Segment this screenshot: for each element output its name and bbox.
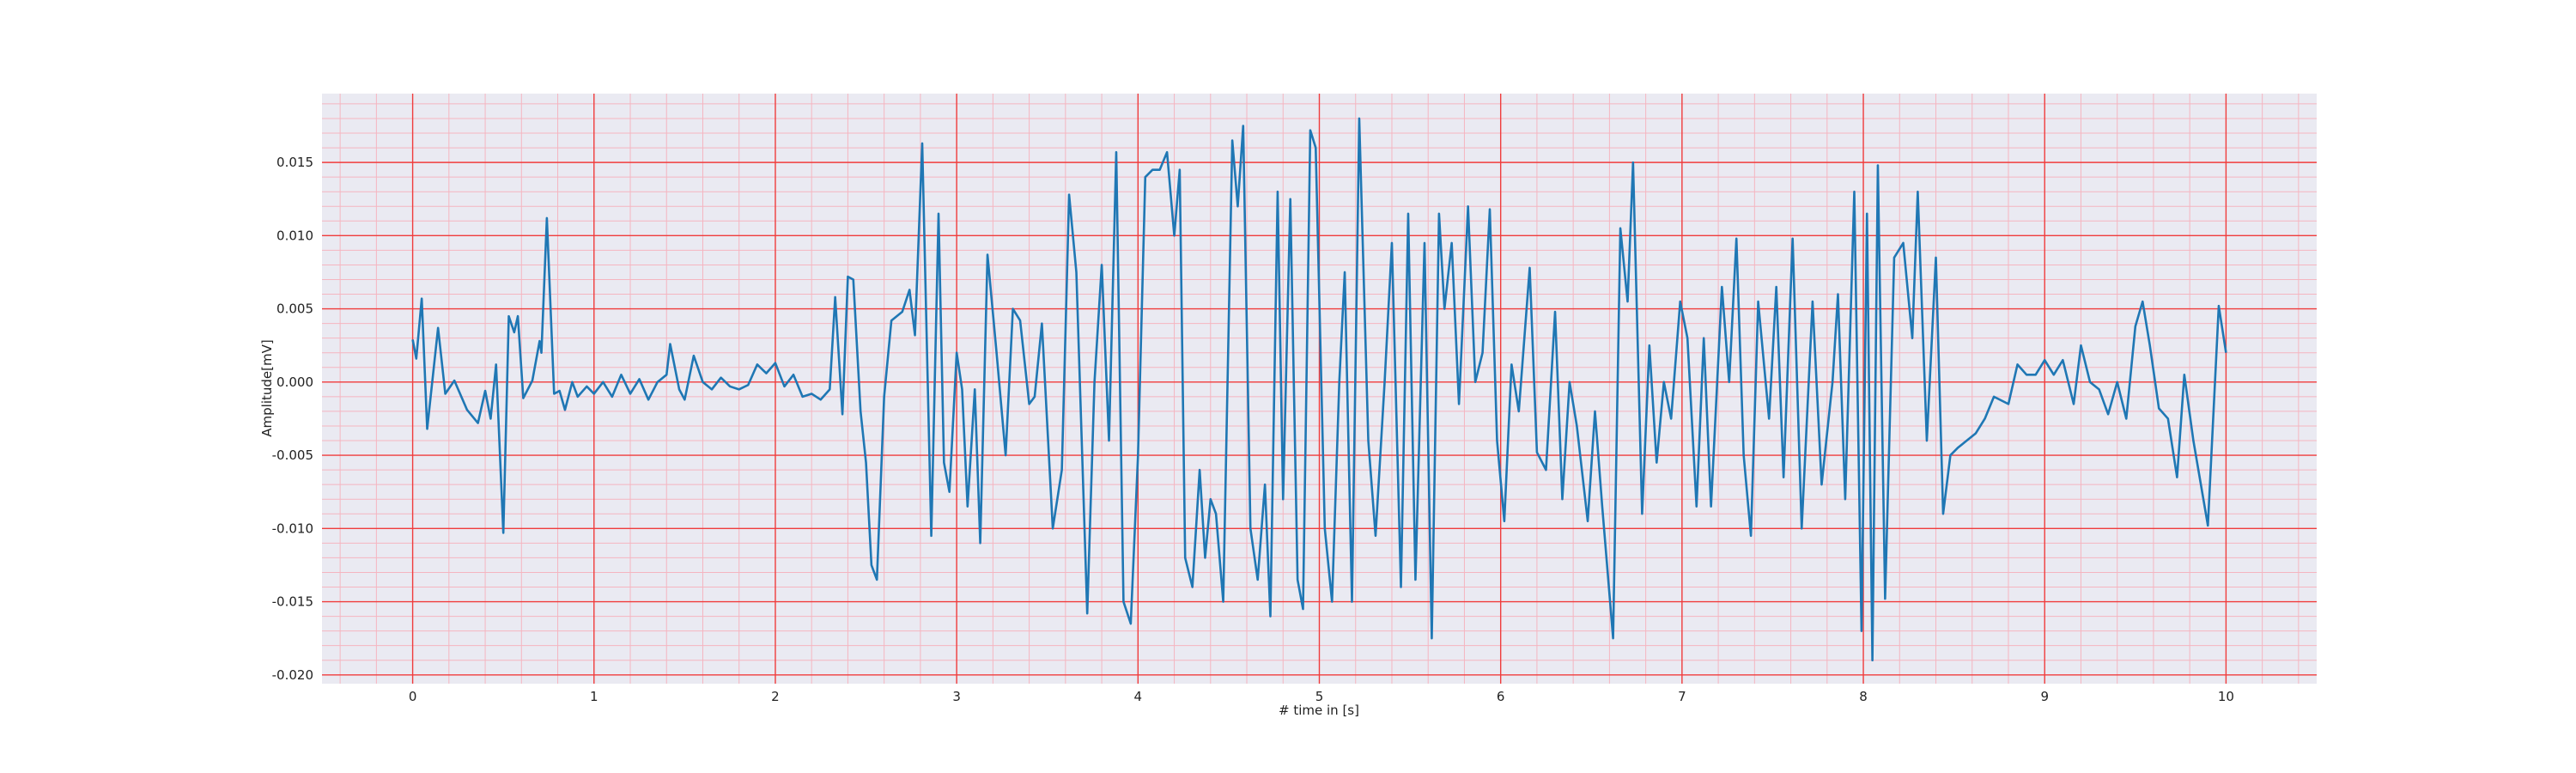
y-tick-label: -0.015 [272, 594, 313, 610]
y-tick-label: -0.010 [272, 520, 313, 536]
x-tick-label: 2 [771, 689, 780, 704]
y-tick-label: 0.005 [276, 301, 313, 317]
x-tick-label: 3 [952, 689, 961, 704]
data-line [411, 117, 2227, 662]
y-tick-label: 0.000 [276, 374, 313, 390]
x-tick-label: 10 [2218, 689, 2234, 704]
x-tick-label: 6 [1497, 689, 1505, 704]
x-tick-label: 4 [1134, 689, 1143, 704]
x-axis-label: # time in [s] [1279, 703, 1359, 718]
x-tick-label: 5 [1315, 689, 1324, 704]
x-tick-label: 0 [409, 689, 417, 704]
y-axis-label: Amplitude[mV] [259, 339, 275, 436]
x-tick-label: 9 [2040, 689, 2049, 704]
y-tick-label: -0.005 [272, 447, 313, 463]
y-tick-label: 0.010 [276, 228, 313, 243]
y-tick-label: 0.015 [276, 155, 313, 170]
y-tick-label: -0.020 [272, 667, 313, 683]
x-tick-label: 1 [590, 689, 598, 704]
x-tick-label: 7 [1678, 689, 1686, 704]
x-tick-label: 8 [1859, 689, 1868, 704]
